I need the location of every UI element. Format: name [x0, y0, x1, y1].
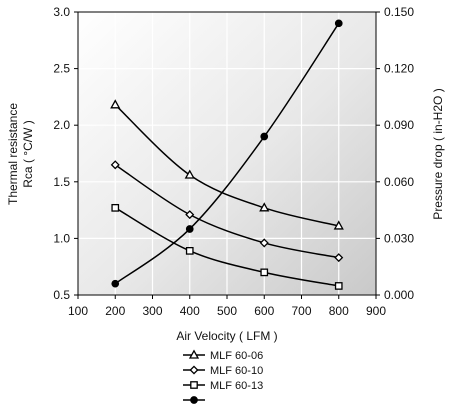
- right-tick-label: 0.090: [384, 118, 414, 132]
- x-axis-title: Air Velocity ( LFM ): [176, 329, 277, 343]
- legend-label: MLF 60-06: [210, 350, 263, 362]
- left-axis-ticks: 0.5 1.0 1.5 2.0 2.5 3.0: [53, 5, 78, 302]
- legend-marker: [190, 396, 198, 404]
- right-axis-title: Pressure drop ( in-H2O ): [431, 88, 445, 219]
- data-point: [111, 279, 120, 288]
- data-point: [259, 238, 269, 248]
- x-axis-ticks: 100 200 300 400 500 600 700 800 900: [68, 295, 386, 318]
- x-tick-label: 400: [180, 304, 200, 318]
- left-tick-label: 3.0: [53, 5, 70, 19]
- x-tick-label: 300: [142, 304, 162, 318]
- data-point: [185, 210, 195, 220]
- data-point: [110, 160, 120, 170]
- series-4: [111, 19, 343, 288]
- series-line: [114, 22, 340, 285]
- left-axis-title-line1: Thermal resistance: [6, 103, 20, 205]
- legend-marker: [188, 349, 200, 359]
- legend: MLF 60-06 MLF 60-10 MLF 60-13: [183, 349, 263, 404]
- data-point: [260, 268, 269, 277]
- series-line: [114, 104, 339, 227]
- series-2: [110, 160, 344, 263]
- series-line: [114, 164, 339, 259]
- data-point: [260, 132, 269, 141]
- data-point: [110, 99, 121, 109]
- left-tick-label: 2.0: [53, 118, 70, 132]
- right-tick-label: 0.150: [384, 5, 414, 19]
- right-tick-label: 0.060: [384, 175, 414, 189]
- series-line: [114, 207, 339, 287]
- x-tick-label: 500: [217, 304, 237, 318]
- data-point: [334, 19, 343, 28]
- left-tick-label: 0.5: [53, 288, 70, 302]
- data-point: [111, 203, 120, 212]
- right-axis-ticks: 0.000 0.030 0.060 0.090 0.120 0.150: [376, 5, 414, 302]
- legend-label: MLF 60-13: [210, 380, 263, 392]
- left-tick-label: 1.0: [53, 231, 70, 245]
- data-point: [333, 220, 344, 230]
- x-tick-label: 900: [366, 304, 386, 318]
- left-tick-label: 1.5: [53, 175, 70, 189]
- left-tick-label: 2.5: [53, 62, 70, 76]
- x-tick-label: 100: [68, 304, 88, 318]
- data-point: [185, 225, 194, 233]
- series-1: [110, 99, 344, 230]
- legend-item: MLF 60-10: [183, 365, 263, 377]
- legend-marker: [189, 365, 199, 375]
- data-point: [334, 282, 343, 290]
- right-tick-label: 0.030: [384, 231, 414, 245]
- legend-item: [183, 396, 205, 404]
- legend-marker: [190, 381, 198, 389]
- series-group: [110, 19, 344, 290]
- x-tick-label: 200: [105, 304, 125, 318]
- data-point: [184, 169, 195, 179]
- x-tick-label: 600: [254, 304, 274, 318]
- x-tick-label: 800: [329, 304, 349, 318]
- left-axis-title-line2: Rca ( °C/W ): [21, 120, 35, 187]
- series-3: [111, 203, 343, 290]
- legend-label: MLF 60-10: [210, 365, 263, 377]
- x-tick-label: 700: [291, 304, 311, 318]
- legend-item: MLF 60-13: [183, 380, 263, 392]
- data-point: [185, 247, 194, 255]
- data-point: [334, 253, 344, 263]
- right-tick-label: 0.000: [384, 288, 414, 302]
- legend-item: MLF 60-06: [183, 349, 263, 362]
- data-point: [259, 202, 270, 212]
- right-tick-label: 0.120: [384, 62, 414, 76]
